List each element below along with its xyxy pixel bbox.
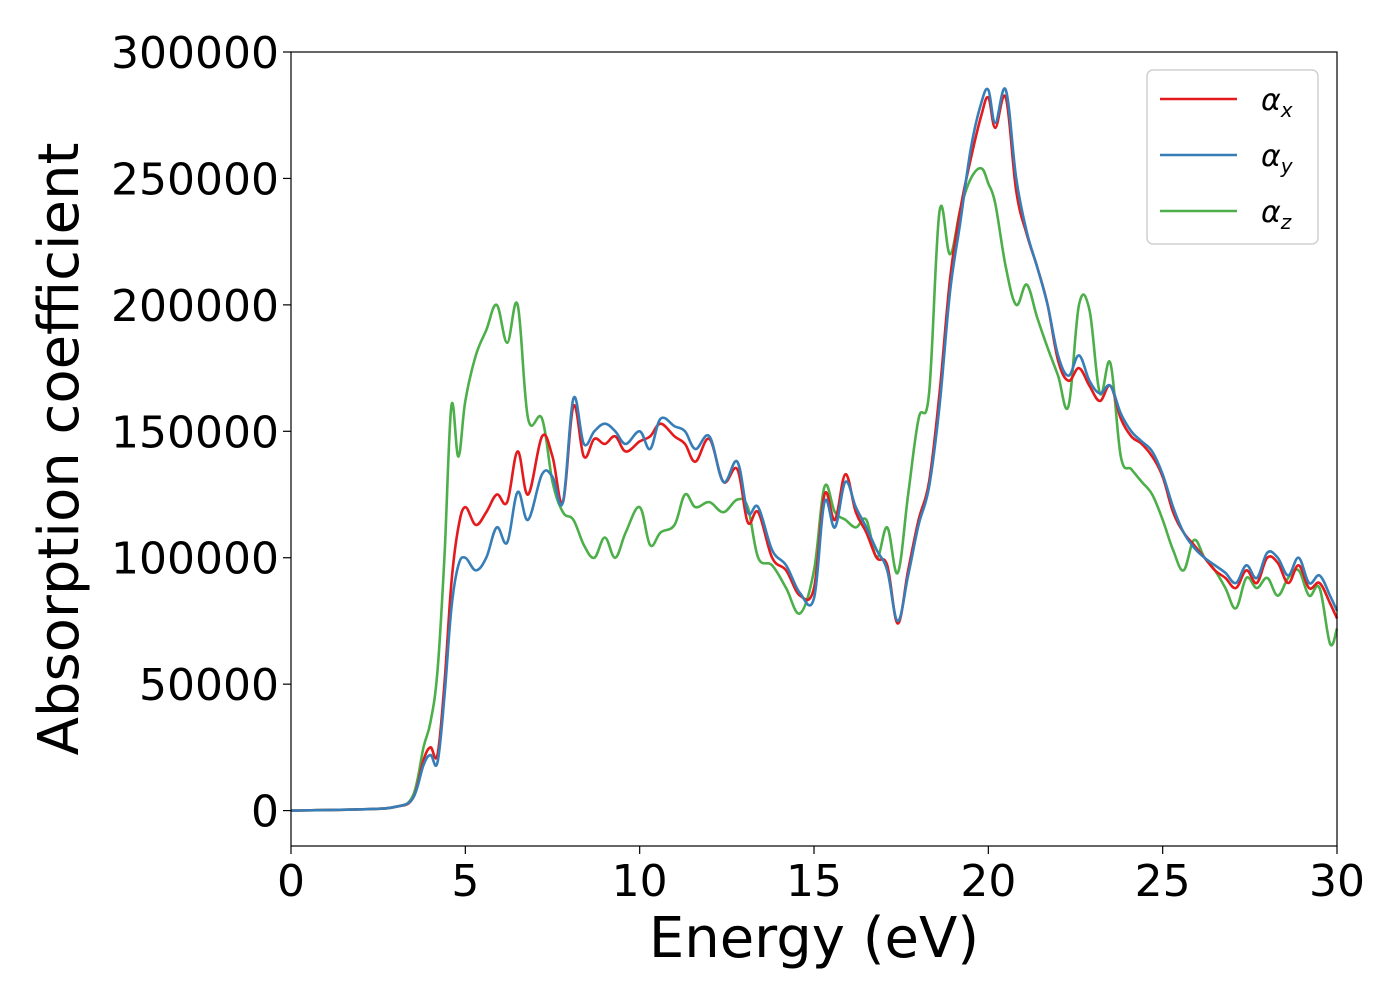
legend-label-x: αx xyxy=(1261,83,1293,122)
y-axis-title: Absorption coefficient xyxy=(27,143,92,756)
x-axis-ticks: 0 5 10 15 20 25 30 xyxy=(277,846,1365,907)
legend-label-z: αz xyxy=(1261,195,1292,234)
x-tick-label: 25 xyxy=(1135,856,1191,907)
legend: αx αy αz xyxy=(1146,69,1319,245)
series-line-y xyxy=(290,87,1339,812)
x-tick-label: 20 xyxy=(960,856,1016,907)
x-tick-label: 30 xyxy=(1309,856,1365,907)
legend-box xyxy=(1146,69,1319,245)
y-tick-label: 200000 xyxy=(111,281,279,332)
y-axis-ticks: 0 50000 100000 150000 200000 250000 300000 xyxy=(111,28,291,838)
x-tick-label: 0 xyxy=(277,856,305,907)
y-tick-label: 150000 xyxy=(111,407,279,458)
x-tick-label: 5 xyxy=(451,856,479,907)
y-tick-label: 0 xyxy=(251,787,279,838)
legend-label-y: αy xyxy=(1261,139,1294,178)
x-axis-title: Energy (eV) xyxy=(649,906,979,971)
y-tick-label: 300000 xyxy=(111,28,279,79)
x-tick-label: 10 xyxy=(612,856,668,907)
x-tick-label: 15 xyxy=(786,856,842,907)
y-tick-label: 250000 xyxy=(111,154,279,205)
y-tick-label: 50000 xyxy=(139,660,279,711)
y-tick-label: 100000 xyxy=(111,534,279,585)
series-layer xyxy=(290,87,1339,812)
